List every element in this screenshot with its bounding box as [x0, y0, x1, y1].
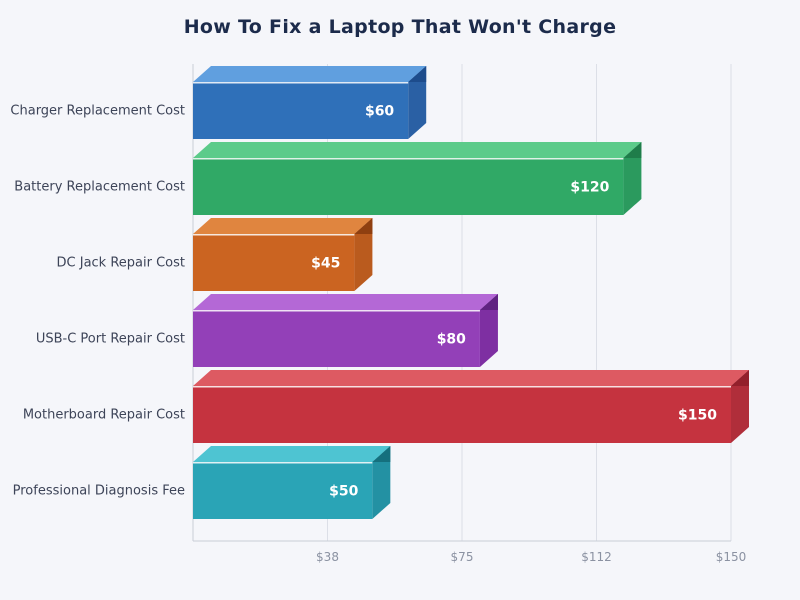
chart-title: How To Fix a Laptop That Won't Charge: [183, 16, 617, 38]
bar-side-face: [354, 218, 373, 291]
bar-corner-shade: [623, 142, 642, 158]
bar-value-label: $50: [329, 484, 358, 500]
category-label: Motherboard Repair Cost: [23, 408, 185, 423]
bar-top-face: [193, 218, 373, 234]
bar-front-face: [193, 82, 409, 139]
category-label: USB-C Port Repair Cost: [36, 332, 185, 347]
bar-corner-shade: [408, 66, 427, 82]
bar-top-face: [193, 446, 391, 462]
bar-side-face: [479, 294, 498, 367]
bar-side-face: [623, 142, 642, 215]
bar-value-label: $150: [678, 408, 717, 424]
bar-value-label: $80: [437, 332, 466, 348]
x-tick-label: $38: [316, 550, 339, 564]
bar-side-face: [372, 446, 391, 519]
category-label: Professional Diagnosis Fee: [13, 484, 185, 499]
bar-corner-shade: [731, 370, 749, 386]
bar-corner-shade: [479, 294, 498, 310]
bar-side-face: [731, 370, 749, 443]
bar-front-face: [193, 158, 624, 215]
bar-side-face: [408, 66, 427, 139]
x-tick-label: $112: [581, 550, 612, 564]
bar-front-face: [193, 234, 355, 291]
bar-front-face: [193, 386, 731, 443]
bar-top-face: [193, 66, 427, 82]
bar-value-label: $45: [311, 256, 340, 272]
bar-front-face: [193, 462, 373, 519]
category-label: DC Jack Repair Cost: [57, 256, 185, 271]
bar-corner-shade: [354, 218, 373, 234]
bar-value-label: $120: [570, 180, 609, 196]
category-label: Charger Replacement Cost: [10, 104, 185, 119]
bar-value-label: $60: [365, 104, 394, 120]
category-label: Battery Replacement Cost: [14, 180, 185, 195]
bar-front-face: [193, 310, 480, 367]
bar-top-face: [193, 294, 498, 310]
bar-corner-shade: [372, 446, 391, 462]
x-tick-label: $150: [716, 550, 747, 564]
x-tick-label: $75: [451, 550, 474, 564]
bar-top-face: [193, 142, 642, 158]
bar-top-face: [193, 370, 749, 386]
